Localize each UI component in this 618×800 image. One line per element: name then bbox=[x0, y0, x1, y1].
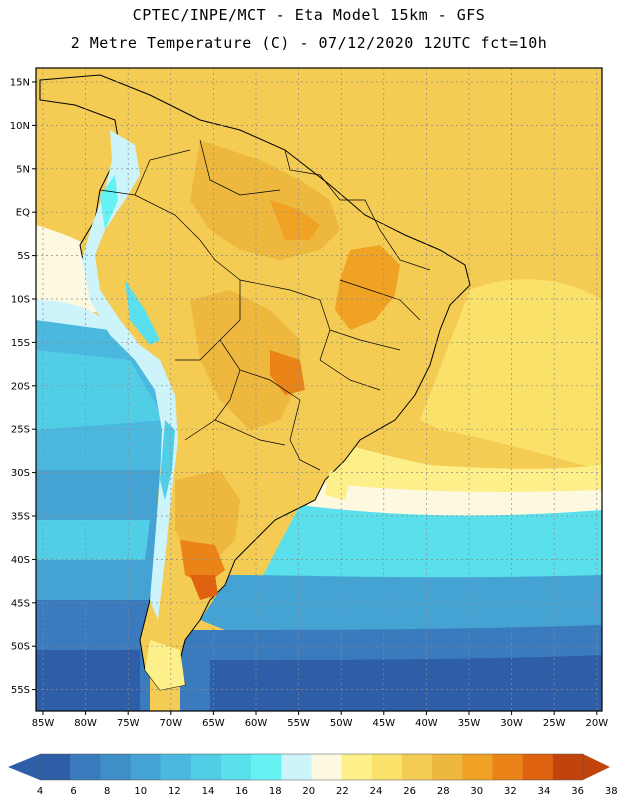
colorbar-tick-label: 34 bbox=[538, 786, 551, 797]
colorbar-tick-label: 8 bbox=[104, 786, 110, 797]
lon-label: 70W bbox=[159, 718, 182, 729]
lat-label: 50S bbox=[11, 642, 30, 653]
lon-label: 85W bbox=[32, 718, 55, 729]
lat-label: 25S bbox=[11, 425, 30, 436]
lon-label: 75W bbox=[117, 718, 140, 729]
colorbar-cell bbox=[70, 754, 101, 780]
lon-label: 45W bbox=[372, 718, 395, 729]
graticule bbox=[36, 68, 602, 711]
lon-label: 35W bbox=[458, 718, 481, 729]
colorbar-cell bbox=[402, 754, 433, 780]
colorbar-tick-label: 38 bbox=[605, 786, 618, 797]
colorbar-tick-label: 32 bbox=[504, 786, 517, 797]
colorbar-tick-label: 22 bbox=[336, 786, 349, 797]
colorbar-tick-label: 24 bbox=[370, 786, 383, 797]
colorbar-cell bbox=[462, 754, 493, 780]
colorbar-tick-label: 18 bbox=[269, 786, 282, 797]
map-title-line1: CPTEC/INPE/MCT - Eta Model 15km - GFS bbox=[132, 6, 486, 24]
colorbar-cell bbox=[100, 754, 131, 780]
colorbar-cell bbox=[371, 754, 403, 780]
colorbar-cell bbox=[552, 754, 584, 780]
color-scale-bar: 4 6 8 10 12 14 16 18 20 22 24 26 28 30 32 34 36 38 bbox=[8, 753, 618, 797]
colorbar-tick-label: 6 bbox=[70, 786, 76, 797]
lat-label: 55S bbox=[11, 685, 30, 696]
lat-label: 35S bbox=[11, 512, 30, 523]
colorbar-cell bbox=[311, 754, 342, 780]
colorbar-cell bbox=[281, 754, 312, 780]
lat-label: 40S bbox=[11, 555, 30, 566]
colorbar-tick-label: 4 bbox=[37, 786, 43, 797]
colorbar-cell bbox=[130, 754, 161, 780]
lon-label: 40W bbox=[415, 718, 438, 729]
lat-label: 45S bbox=[11, 598, 30, 609]
colorbar-tick-label: 26 bbox=[403, 786, 416, 797]
colorbar-cell bbox=[160, 754, 192, 780]
lat-label: 10S bbox=[11, 295, 30, 306]
colorbar-tick-label: 36 bbox=[571, 786, 584, 797]
lon-label: 60W bbox=[245, 718, 268, 729]
colorbar-high-arrow bbox=[583, 754, 610, 780]
colorbar-cell bbox=[221, 754, 252, 780]
latitude-labels: 15N 10N 5N EQ 5S 10S 15S 20S 25S 30S 35S 40S 45S 50S 5… bbox=[10, 78, 36, 696]
longitude-labels: 85W 80W 75W 70W 65W 60W 55W 50W 45W 40W 35W 30W 25W 2… bbox=[32, 711, 608, 729]
country-borders bbox=[99, 139, 431, 471]
colorbar-cell bbox=[492, 754, 523, 780]
colorbar-tick-label: 12 bbox=[168, 786, 181, 797]
colorbar-tick-label: 14 bbox=[202, 786, 215, 797]
lon-label: 50W bbox=[330, 718, 353, 729]
colorbar-cell bbox=[40, 754, 71, 780]
lat-label: 20S bbox=[11, 381, 30, 392]
lat-label: 15S bbox=[11, 338, 30, 349]
colorbar-cell bbox=[341, 754, 373, 780]
colorbar-cell bbox=[432, 754, 463, 780]
lon-label: 65W bbox=[202, 718, 225, 729]
colorbar-low-arrow bbox=[8, 754, 40, 780]
map-frame bbox=[35, 67, 603, 712]
colorbar-tick-label: 16 bbox=[235, 786, 248, 797]
lon-label: 55W bbox=[287, 718, 310, 729]
colorbar-cell bbox=[251, 754, 282, 780]
lat-label: 5N bbox=[16, 164, 30, 175]
lat-label: 10N bbox=[10, 121, 30, 132]
lat-label: 30S bbox=[11, 468, 30, 479]
colorbar-cell bbox=[190, 754, 222, 780]
colorbar-tick-label: 20 bbox=[302, 786, 315, 797]
lat-label: 5S bbox=[17, 251, 30, 262]
lon-label: 80W bbox=[74, 718, 97, 729]
lon-label: 20W bbox=[585, 718, 608, 729]
colorbar-tick-label: 28 bbox=[437, 786, 450, 797]
lon-label: 25W bbox=[543, 718, 566, 729]
map-title-line2: 2 Metre Temperature (C) - 07/12/2020 12U… bbox=[70, 34, 548, 52]
colorbar-tick-label: 10 bbox=[134, 786, 147, 797]
colorbar-tick-label: 30 bbox=[470, 786, 483, 797]
colorbar-cell bbox=[522, 754, 554, 780]
lon-label: 30W bbox=[500, 718, 523, 729]
land-temperature-field bbox=[39, 74, 471, 691]
lat-label: 15N bbox=[10, 78, 30, 89]
lat-label: EQ bbox=[16, 208, 30, 219]
